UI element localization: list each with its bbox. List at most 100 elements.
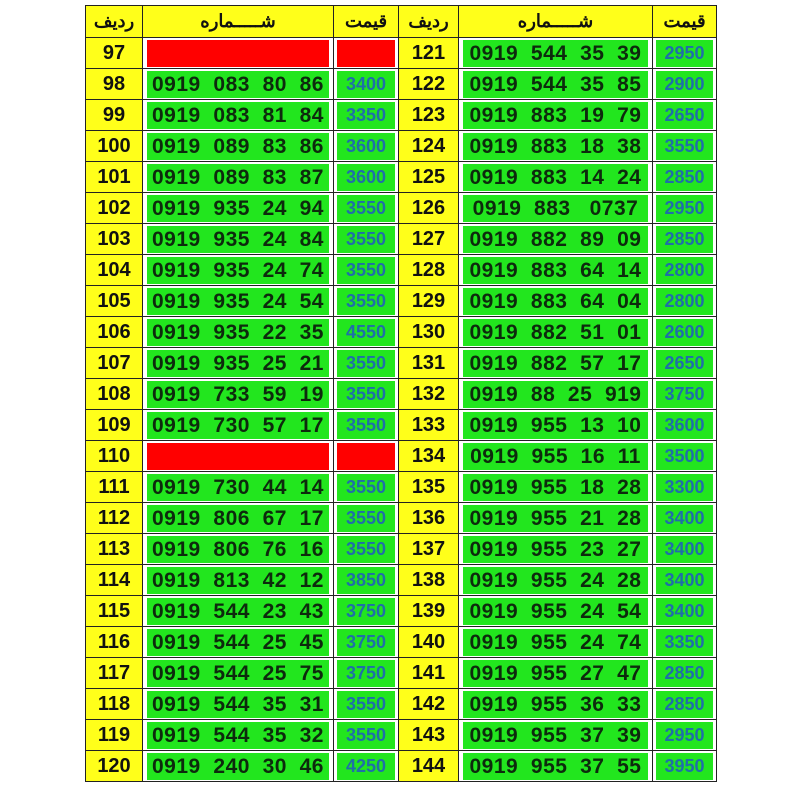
phone-number-cell: 0919 544 35 39 (458, 37, 653, 69)
phone-number: 0919 544 25 45 (147, 628, 329, 656)
phone-number: 0919 955 16 11 (463, 442, 648, 470)
table-row: 120 0919 240 30 46 4250 144 0919 955 37 55 39… (85, 750, 717, 782)
phone-number: 0919 935 24 54 (147, 287, 329, 315)
phone-number: 0919 806 76 16 (147, 535, 329, 563)
phone-number-cell: 0919 544 25 45 (142, 626, 334, 658)
price-cell: 3550 (333, 409, 399, 441)
price: 3550 (337, 256, 395, 284)
header-row-number: ردیف (85, 5, 143, 38)
row-number: 103 (85, 223, 143, 255)
phone-number: 0919 935 24 84 (147, 225, 329, 253)
row-number: 116 (85, 626, 143, 658)
row-number: 100 (85, 130, 143, 162)
price-cell: 3400 (333, 68, 399, 100)
phone-number: 0919 955 37 55 (463, 752, 648, 780)
row-number: 128 (398, 254, 459, 286)
row-number: 102 (85, 192, 143, 224)
row-number: 143 (398, 719, 459, 751)
price: 2600 (656, 318, 713, 346)
price-cell: 3300 (652, 471, 717, 503)
phone-number-cell: 0919 544 35 32 (142, 719, 334, 751)
row-number: 141 (398, 657, 459, 689)
phone-number-cell: 0919 544 23 43 (142, 595, 334, 627)
phone-number: 0919 730 44 14 (147, 473, 329, 501)
row-number: 139 (398, 595, 459, 627)
price-cell (333, 440, 399, 472)
price: 3600 (337, 163, 395, 191)
phone-number-cell: 0919 733 59 19 (142, 378, 334, 410)
row-number: 132 (398, 378, 459, 410)
phone-number-cell: 0919 955 24 74 (458, 626, 653, 658)
phone-number-cell: 0919 935 22 35 (142, 316, 334, 348)
table-row: 112 0919 806 67 17 3550 136 0919 955 21 28 34… (85, 502, 717, 534)
price: 2850 (656, 225, 713, 253)
table-row: 99 0919 083 81 84 3350 123 0919 883 19 79 265… (85, 99, 717, 131)
phone-number-cell: 0919 955 37 55 (458, 750, 653, 782)
header-phone-number: شـــــماره (142, 5, 334, 38)
price-cell: 2950 (652, 37, 717, 69)
row-number: 138 (398, 564, 459, 596)
phone-number-cell: 0919 883 64 04 (458, 285, 653, 317)
phone-number: 0919 882 57 17 (463, 349, 648, 377)
phone-number-cell: 0919 089 83 86 (142, 130, 334, 162)
row-number: 144 (398, 750, 459, 782)
price-cell: 2850 (652, 657, 717, 689)
table-row: 116 0919 544 25 45 3750 140 0919 955 24 74 33… (85, 626, 717, 658)
price: 3400 (656, 504, 713, 532)
table-row: 114 0919 813 42 12 3850 138 0919 955 24 28 34… (85, 564, 717, 596)
price: 3400 (656, 535, 713, 563)
row-number: 133 (398, 409, 459, 441)
price-cell: 3600 (652, 409, 717, 441)
price: 3600 (337, 132, 395, 160)
price-cell: 2650 (652, 347, 717, 379)
price: 3550 (337, 473, 395, 501)
phone-number-cell (142, 440, 334, 472)
row-number: 118 (85, 688, 143, 720)
phone-number: 0919 935 24 94 (147, 194, 329, 222)
row-number: 124 (398, 130, 459, 162)
row-number: 134 (398, 440, 459, 472)
phone-number: 0919 089 83 86 (147, 132, 329, 160)
phone-number-cell: 0919 935 25 21 (142, 347, 334, 379)
row-number: 105 (85, 285, 143, 317)
price-cell: 3550 (333, 254, 399, 286)
phone-number-cell: 0919 883 14 24 (458, 161, 653, 193)
phone-number: 0919 730 57 17 (147, 411, 329, 439)
price: 3950 (656, 752, 713, 780)
price: 3400 (337, 70, 395, 98)
price-cell: 3550 (333, 719, 399, 751)
phone-number: 0919 955 24 28 (463, 566, 648, 594)
table-row: 100 0919 089 83 86 3600 124 0919 883 18 38 35… (85, 130, 717, 162)
phone-number-cell: 0919 083 81 84 (142, 99, 334, 131)
price: 3550 (337, 721, 395, 749)
phone-number-cell: 0919 955 16 11 (458, 440, 653, 472)
table-row: 113 0919 806 76 16 3550 137 0919 955 23 27 34… (85, 533, 717, 565)
price: 3750 (656, 380, 713, 408)
phone-number-cell: 0919 955 21 28 (458, 502, 653, 534)
price-cell: 3550 (333, 223, 399, 255)
price: 4250 (337, 752, 395, 780)
price-cell: 3550 (652, 130, 717, 162)
price: 3400 (656, 566, 713, 594)
phone-number: 0919 935 25 21 (147, 349, 329, 377)
phone-number-cell: 0919 883 0737 (458, 192, 653, 224)
price: 3350 (337, 101, 395, 129)
price: 3550 (337, 690, 395, 718)
phone-number: 0919 955 23 27 (463, 535, 648, 563)
price-cell: 3850 (333, 564, 399, 596)
price-cell: 3600 (333, 161, 399, 193)
price: 2650 (656, 349, 713, 377)
price-cell: 3550 (333, 533, 399, 565)
row-number: 113 (85, 533, 143, 565)
price-cell: 2850 (652, 223, 717, 255)
price: 2650 (656, 101, 713, 129)
price: 3750 (337, 659, 395, 687)
price-cell: 3550 (333, 688, 399, 720)
row-number: 137 (398, 533, 459, 565)
phone-number-cell: 0919 883 19 79 (458, 99, 653, 131)
table-row: 110 134 0919 955 16 11 3500 (85, 440, 717, 472)
price: 3550 (337, 411, 395, 439)
table-row: 107 0919 935 25 21 3550 131 0919 882 57 17 26… (85, 347, 717, 379)
phone-number-cell: 0919 935 24 54 (142, 285, 334, 317)
table-row: 105 0919 935 24 54 3550 129 0919 883 64 04 28… (85, 285, 717, 317)
